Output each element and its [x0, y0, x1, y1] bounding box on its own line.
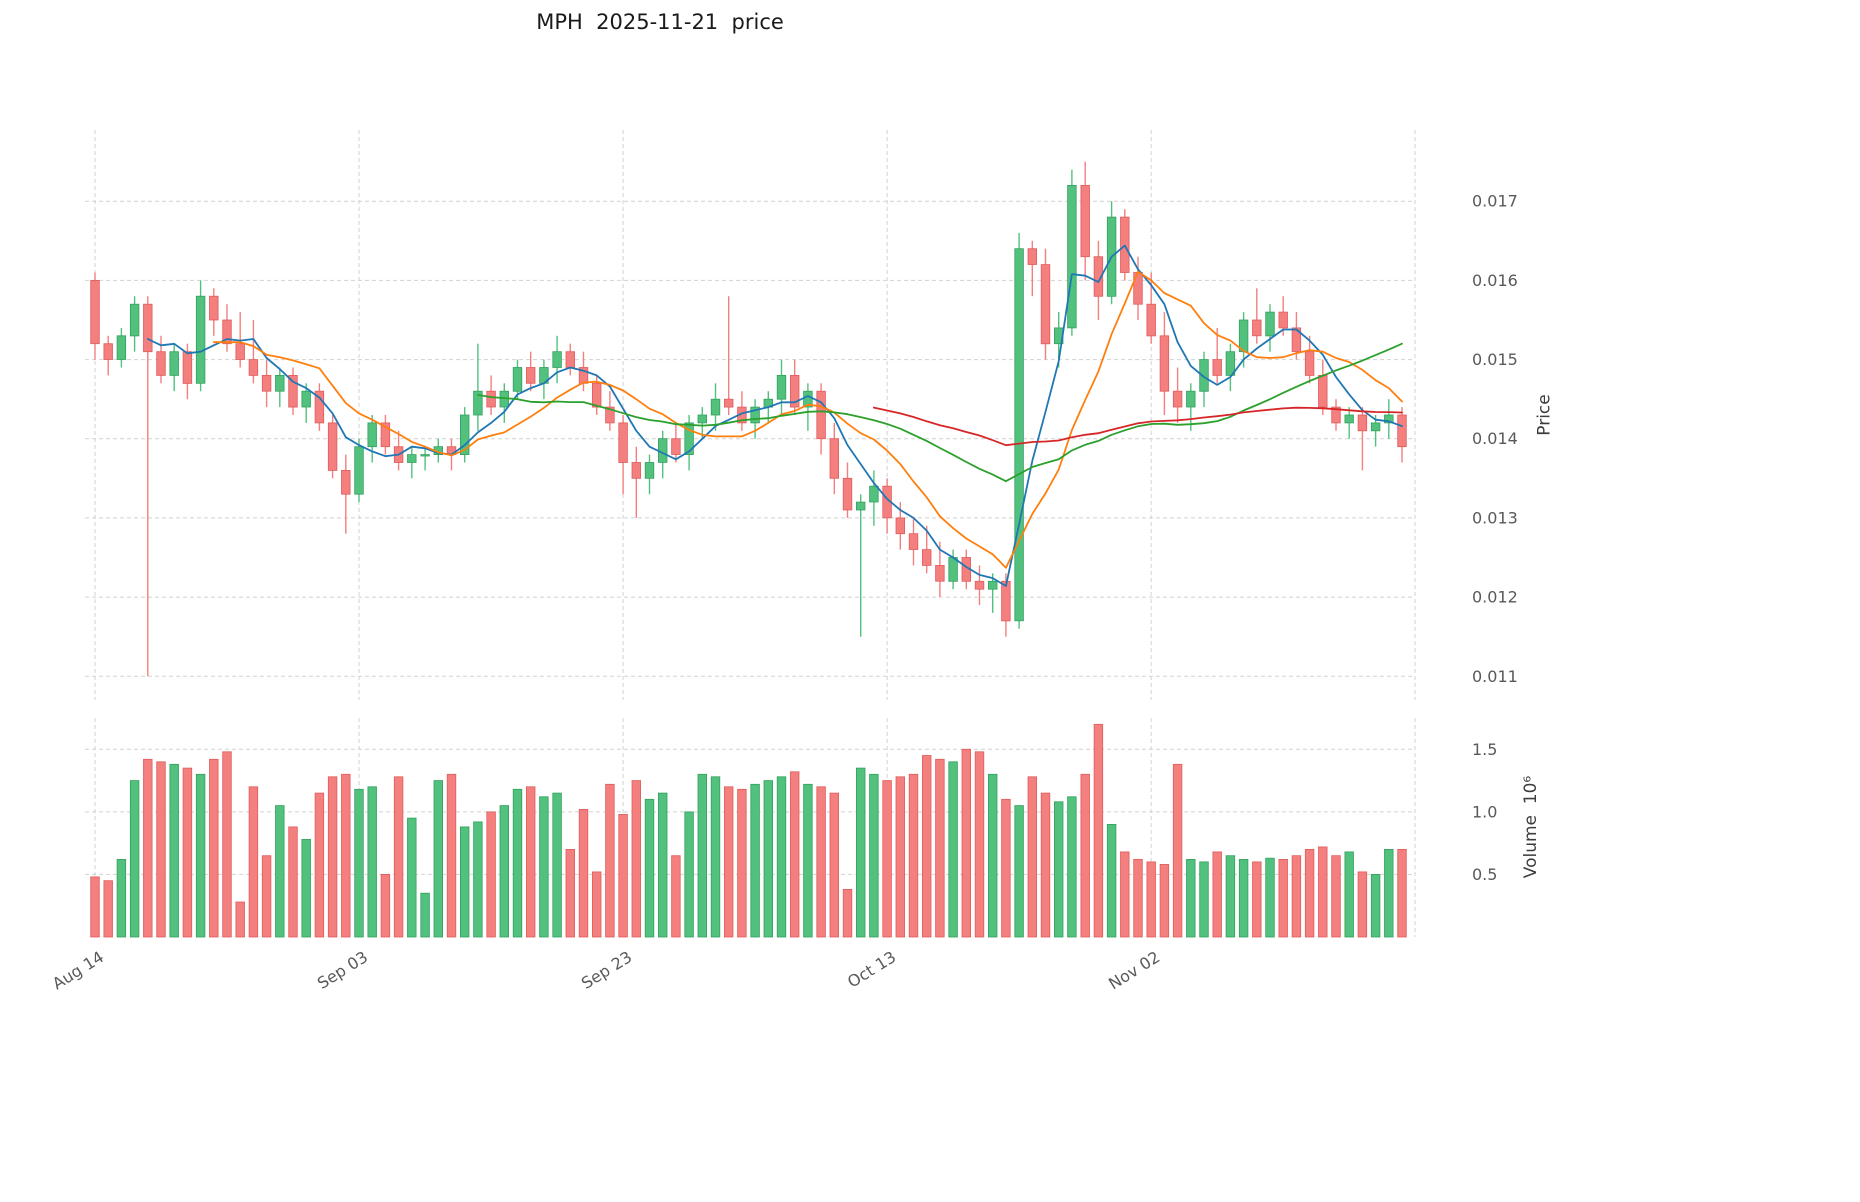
ma-line-MA30 [477, 342, 1403, 483]
price-tick-label: 0.011 [1472, 667, 1518, 686]
price-tick-label: 0.017 [1472, 192, 1518, 211]
x-tick-label: Sep 23 [578, 947, 635, 993]
volume-tick-label: 1.0 [1472, 802, 1497, 821]
price-tick-label: 0.013 [1472, 508, 1518, 527]
volume-bars [90, 723, 1407, 938]
price-tick-label: 0.014 [1472, 429, 1518, 448]
price-tick-label: 0.016 [1472, 271, 1518, 290]
volume-tick-label: 1.5 [1472, 740, 1497, 759]
price-axis-label-text: Price [1535, 394, 1556, 436]
gridlines [85, 130, 1416, 937]
price-tick-label: 0.012 [1472, 588, 1518, 607]
x-tick-label: Oct 13 [844, 947, 899, 991]
price-tick-label: 0.015 [1472, 350, 1518, 369]
volume-axis-label-text: Volume 10⁶ [1521, 775, 1542, 879]
x-tick-label: Sep 03 [314, 947, 371, 993]
moving-average-lines [146, 244, 1403, 587]
volume-tick-label: 0.5 [1472, 865, 1497, 884]
price-axis-label: Price [1532, 130, 1558, 700]
x-tick-label: Nov 02 [1105, 947, 1163, 993]
ma-line-MA5 [146, 244, 1403, 587]
volume-axis-label: Volume 10⁶ [1518, 712, 1544, 942]
ma-line-MA60 [873, 406, 1403, 447]
chart-title: MPH 2025-11-21 price [536, 10, 784, 34]
x-tick-label: Aug 14 [49, 947, 107, 993]
ma-line-MA10 [212, 270, 1403, 569]
